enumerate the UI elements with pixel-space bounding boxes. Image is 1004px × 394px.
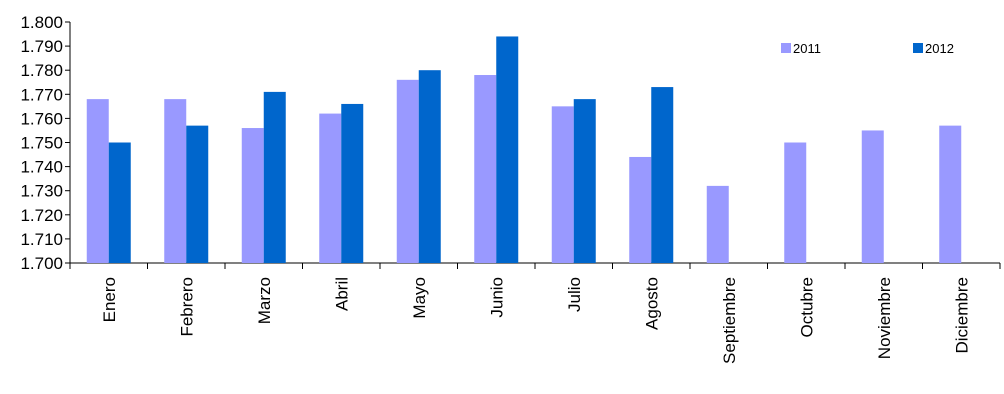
bar-2011-abril [319,113,342,263]
legend-swatch-2012 [913,43,923,53]
bar-2011-mayo [396,79,419,263]
bar-2011-noviembre [861,130,884,263]
x-tick-label: Julio [565,277,584,312]
bar-2011-junio [474,75,497,264]
bar-2011-enero [86,99,109,264]
x-axis: Enero Febrero Marzo Abril Mayo Junio Julio Agos… [69,262,1001,364]
x-tick-label: Febrero [177,277,196,337]
y-tick-label: 1.710 [20,230,63,249]
x-tick-label: Abril [332,277,351,311]
x-tick-label: Agosto [642,277,661,330]
y-tick-label: 1.740 [20,158,63,177]
x-tick-label: Junio [487,277,506,318]
legend-swatch-2011 [781,43,791,53]
bar-2012-abril [341,103,364,263]
x-tick-label: Enero [100,277,119,322]
bar-2011-agosto [629,156,652,263]
y-tick-label: 1.760 [20,109,63,128]
x-tick-label: Noviembre [875,277,894,359]
legend-label-2011: 2011 [793,41,821,56]
bar-2011-febrero [164,99,187,264]
bars [86,36,962,264]
legend: 2011 2012 [781,41,954,56]
y-tick-label: 1.700 [20,254,63,273]
x-tick-label: Diciembre [952,277,971,354]
y-tick-label: 1.790 [20,37,63,56]
bar-2012-agosto [651,87,674,263]
bar-2011-diciembre [939,125,962,263]
y-axis: 1.700 1.710 1.720 1.730 1.740 1.750 1.760 1.770… [20,13,71,273]
bar-2012-marzo [263,91,286,263]
x-tick-label: Marzo [255,277,274,324]
bar-2012-febrero [186,125,209,263]
bar-2011-octubre [784,142,807,263]
legend-label-2012: 2012 [925,41,954,56]
x-tick-label: Mayo [410,277,429,319]
y-tick-label: 1.800 [20,13,63,32]
bar-2012-junio [496,36,519,264]
y-tick-label: 1.730 [20,182,63,201]
x-tick-label: Septiembre [720,277,739,364]
bar-2012-enero [108,142,131,263]
bar-2012-julio [573,99,596,264]
y-tick-label: 1.750 [20,134,63,153]
bar-2011-julio [551,106,574,263]
bar-2011-septiembre [706,185,729,263]
x-tick-label: Octubre [797,277,816,337]
y-tick-label: 1.720 [20,206,63,225]
y-tick-label: 1.780 [20,61,63,80]
bar-2011-marzo [241,128,264,263]
bar-2012-mayo [418,70,441,263]
y-tick-label: 1.770 [20,85,63,104]
